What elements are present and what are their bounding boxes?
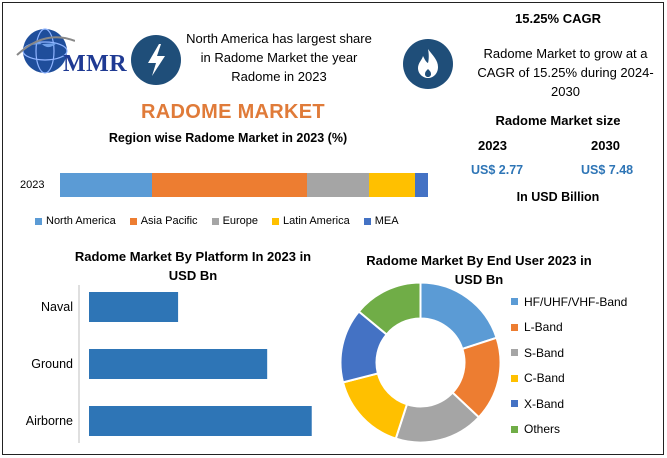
- market-size-year-2030: 2030: [591, 138, 620, 153]
- legend-label: Latin America: [283, 215, 350, 227]
- region-bar-segment-mea: [415, 173, 428, 197]
- legend-swatch: [129, 217, 137, 225]
- mmr-logo: MMR: [15, 21, 128, 83]
- enduser-legend-item-c-band: C-Band: [511, 366, 627, 392]
- market-size-title: Radome Market size: [495, 113, 621, 128]
- cagr-label: 15.25% CAGR: [515, 11, 601, 26]
- enduser-legend: HF/UHF/VHF-Band L-Band S-Band C-Band X-Band O…: [511, 289, 627, 442]
- legend-label: HF/UHF/VHF-Band: [524, 294, 628, 309]
- enduser-donut-chart: [339, 281, 502, 444]
- enduser-legend-item-s-band: S-Band: [511, 340, 627, 366]
- platform-bar-ground: [89, 349, 268, 379]
- market-size-year-2023: 2023: [478, 138, 507, 153]
- header-middle-text: North America has largest share in Radom…: [186, 31, 372, 84]
- market-size-value-2030: US$ 7.48: [581, 163, 634, 177]
- legend-swatch: [511, 298, 518, 306]
- region-legend: North America Asia Pacific Europe Latin Ame…: [35, 215, 413, 227]
- legend-label: C-Band: [524, 371, 565, 386]
- legend-swatch: [511, 374, 518, 382]
- legend-label: L-Band: [524, 320, 563, 335]
- legend-swatch: [272, 217, 280, 225]
- region-legend-item-latin-america: Latin America: [272, 215, 350, 227]
- region-legend-item-asia-pacific: Asia Pacific: [129, 215, 198, 227]
- region-legend-item-north-america: North America: [35, 215, 116, 227]
- enduser-legend-item-hf-uhf-vhf-band: HF/UHF/VHF-Band: [511, 289, 627, 315]
- region-chart-title: Region wise Radome Market in 2023 (%): [108, 131, 348, 145]
- region-legend-item-europe: Europe: [211, 215, 259, 227]
- legend-label: Asia Pacific: [140, 215, 198, 227]
- legend-label: Others: [524, 422, 561, 437]
- donut-slice-others: [357, 281, 422, 336]
- enduser-legend-item-l-band: L-Band: [511, 315, 627, 341]
- platform-bar-chart: Naval Ground Airborne: [26, 285, 312, 443]
- platform-tick-label-naval: Naval: [41, 300, 73, 314]
- logo-text: MMR: [63, 51, 128, 77]
- legend-swatch: [211, 217, 219, 225]
- legend-swatch: [511, 400, 518, 408]
- legend-swatch: [35, 217, 42, 225]
- region-bar-segment-asia-pacific: [152, 173, 307, 197]
- legend-label: North America: [46, 215, 116, 227]
- donut-slice-c-band: [341, 372, 409, 440]
- market-size-value-2023: US$ 2.77: [471, 163, 524, 177]
- cagr-text: Radome Market to grow at a CAGR of 15.25…: [477, 46, 654, 99]
- platform-tick-label-ground: Ground: [31, 357, 73, 371]
- region-bar-segment-latin-america: [369, 173, 416, 197]
- legend-label: Europe: [222, 215, 259, 227]
- enduser-legend-item-others: Others: [511, 417, 627, 443]
- region-legend-item-mea: MEA: [363, 215, 399, 227]
- donut-slice-hf-uhf-vhf-band: [419, 281, 498, 351]
- globe-icon: [16, 28, 76, 74]
- region-bar-segment-europe: [306, 173, 370, 197]
- platform-bar-naval: [89, 292, 179, 322]
- platform-bar-airborne: [89, 406, 312, 436]
- enduser-chart-title: Radome Market By End User 2023 in USD Bn: [366, 253, 592, 287]
- region-bar-category-label: 2023: [20, 179, 45, 191]
- region-stacked-bar: [60, 173, 428, 197]
- legend-label: MEA: [374, 215, 399, 227]
- enduser-legend-item-x-band: X-Band: [511, 391, 627, 417]
- legend-swatch: [363, 217, 371, 225]
- flame-icon: [403, 39, 453, 89]
- platform-tick-label-airborne: Airborne: [26, 414, 73, 428]
- lightning-icon: [131, 35, 181, 85]
- page-title: RADOME MARKET: [141, 101, 325, 123]
- market-size-unit: In USD Billion: [516, 190, 600, 204]
- legend-label: S-Band: [524, 345, 565, 360]
- legend-swatch: [511, 349, 518, 357]
- legend-label: X-Band: [524, 396, 565, 411]
- platform-chart-title: Radome Market By Platform In 2023 in USD…: [74, 249, 312, 283]
- legend-swatch: [511, 425, 518, 433]
- legend-swatch: [511, 323, 518, 331]
- region-bar-segment-north-america: [60, 173, 152, 197]
